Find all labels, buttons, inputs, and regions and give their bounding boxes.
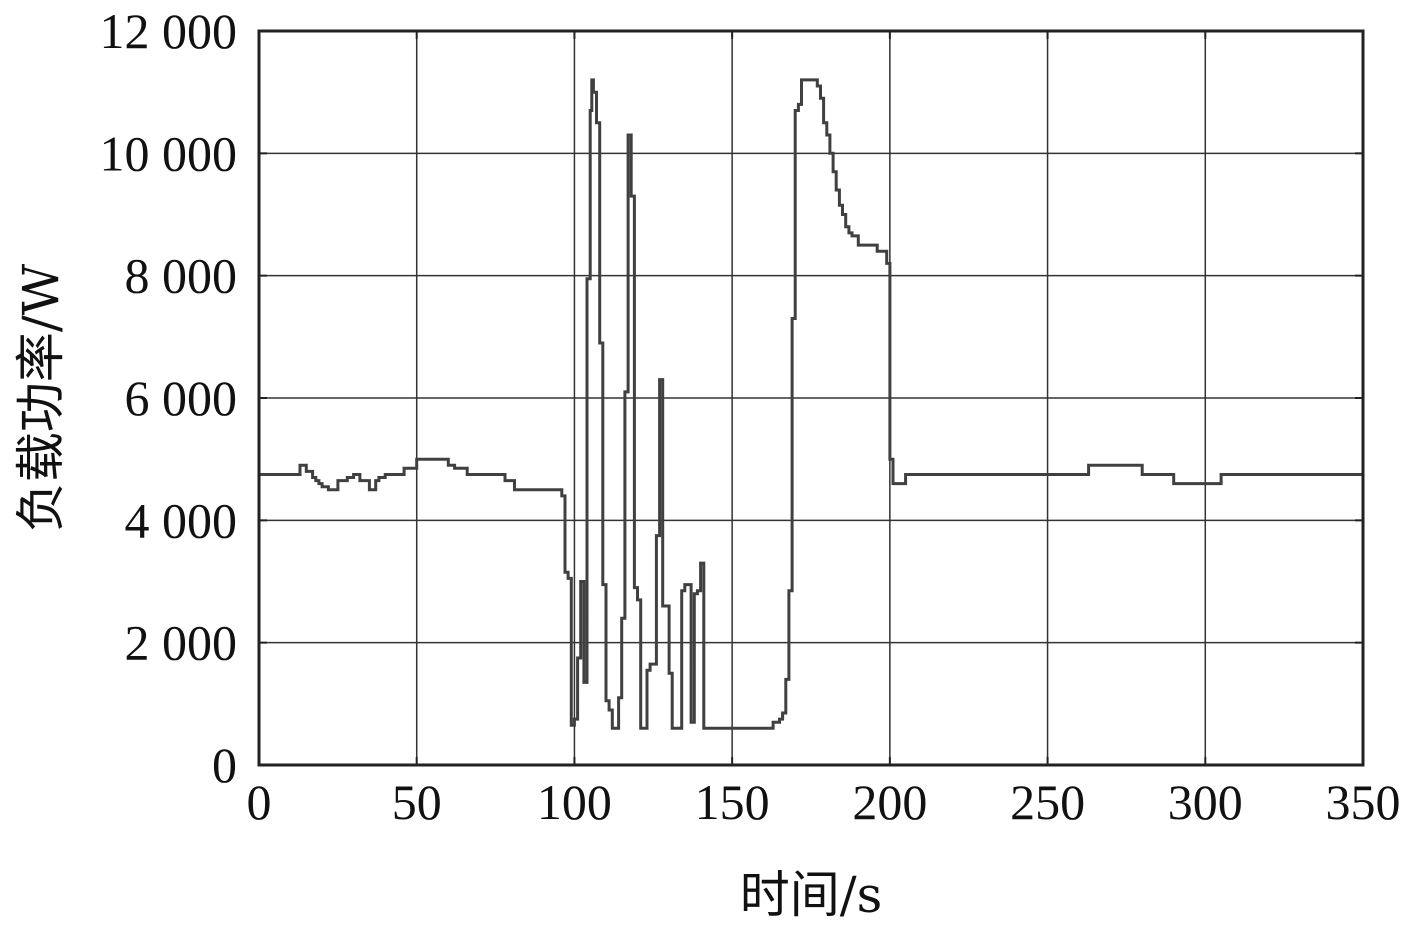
x-tick-label: 250 bbox=[1010, 774, 1085, 830]
y-tick-label: 4 000 bbox=[125, 492, 238, 548]
x-tick-label: 200 bbox=[852, 774, 927, 830]
x-tick-label: 150 bbox=[695, 774, 770, 830]
y-tick-label: 12 000 bbox=[100, 3, 238, 59]
plot-frame bbox=[257, 29, 1365, 767]
x-tick-label: 0 bbox=[247, 774, 272, 830]
x-tick-label: 50 bbox=[392, 774, 442, 830]
y-tick-label: 10 000 bbox=[100, 125, 238, 181]
y-tick-label: 2 000 bbox=[125, 615, 238, 671]
x-tick-label: 100 bbox=[537, 774, 612, 830]
x-tick-labels: 0 50 100 150 200 250 300 350 bbox=[247, 774, 1401, 830]
grid bbox=[259, 31, 1363, 765]
load-power-series-line bbox=[259, 78, 1363, 730]
y-axis-title: 负载功率/W bbox=[12, 263, 70, 532]
y-tick-label: 6 000 bbox=[125, 370, 238, 426]
y-tick-label: 8 000 bbox=[125, 248, 238, 304]
x-tick-label: 350 bbox=[1326, 774, 1401, 830]
x-tick-label: 300 bbox=[1168, 774, 1243, 830]
y-tick-label: 0 bbox=[212, 737, 237, 793]
x-axis-title: 时间/s bbox=[740, 866, 883, 924]
y-tick-labels: 0 2 000 4 000 6 000 8 000 10 000 12 000 bbox=[100, 3, 238, 793]
